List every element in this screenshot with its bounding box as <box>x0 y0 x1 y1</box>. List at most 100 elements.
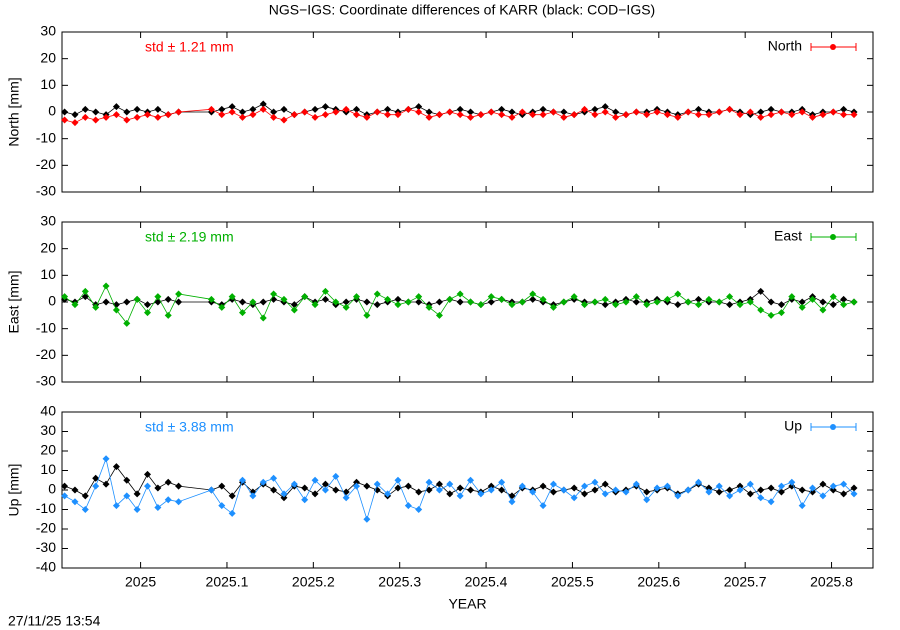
data-point <box>164 496 172 504</box>
y-tick-label: 20 <box>40 239 56 255</box>
data-point <box>373 486 381 494</box>
data-point <box>71 498 79 506</box>
data-point <box>581 301 589 309</box>
data-point <box>850 490 858 498</box>
data-point <box>384 105 392 113</box>
data-point <box>819 298 827 306</box>
data-point <box>715 488 723 496</box>
data-point <box>218 502 226 510</box>
data-point <box>705 111 713 119</box>
data-point <box>102 480 110 488</box>
data-point <box>342 494 350 502</box>
data-point <box>373 290 381 298</box>
x-tick-label: 2025.1 <box>206 574 249 590</box>
data-point <box>726 105 734 113</box>
data-point <box>456 290 464 298</box>
data-point <box>850 111 858 119</box>
data-point <box>456 298 464 306</box>
data-point <box>154 504 162 512</box>
data-point <box>777 309 785 317</box>
data-point <box>601 490 609 498</box>
data-point <box>705 295 713 303</box>
series-line <box>64 465 855 499</box>
data-point <box>529 488 537 496</box>
data-point <box>164 295 172 303</box>
data-point <box>92 108 100 116</box>
y-tick-label: 10 <box>40 266 56 282</box>
data-point <box>581 482 589 490</box>
data-point <box>788 482 796 490</box>
data-point <box>508 113 516 121</box>
data-point <box>695 295 703 303</box>
data-point <box>777 482 785 490</box>
data-point <box>560 486 568 494</box>
data-point <box>415 108 423 116</box>
data-point <box>81 287 89 295</box>
x-tick-label: 2025.7 <box>724 574 767 590</box>
data-point <box>321 486 329 494</box>
data-point <box>290 301 298 309</box>
data-point <box>280 116 288 124</box>
data-point <box>415 298 423 306</box>
data-point <box>705 488 713 496</box>
data-point <box>850 298 858 306</box>
data-point <box>259 478 267 486</box>
data-point <box>363 113 371 121</box>
data-point <box>404 482 412 490</box>
data-point <box>601 108 609 116</box>
legend-label: North <box>768 38 802 54</box>
data-point <box>467 298 475 306</box>
data-point <box>746 298 754 306</box>
data-point <box>71 119 79 127</box>
data-point <box>164 111 172 119</box>
data-point <box>539 105 547 113</box>
data-point <box>363 515 371 523</box>
data-point <box>736 482 744 490</box>
data-point <box>228 293 236 301</box>
data-point <box>249 492 257 500</box>
data-point <box>175 482 183 490</box>
x-tick-label: 2025.8 <box>810 574 853 590</box>
data-point <box>601 480 609 488</box>
y-tick-label: 30 <box>40 422 56 438</box>
timestamp: 27/11/25 13:54 <box>8 613 101 629</box>
data-point <box>622 111 630 119</box>
data-point <box>123 476 131 484</box>
data-point <box>102 298 110 306</box>
data-point <box>218 105 226 113</box>
data-point <box>767 311 775 319</box>
data-point <box>467 108 475 116</box>
data-point <box>81 105 89 113</box>
data-point <box>498 111 506 119</box>
data-point <box>663 111 671 119</box>
data-point <box>829 108 837 116</box>
data-point <box>384 295 392 303</box>
data-point <box>112 103 120 111</box>
data-point <box>695 478 703 486</box>
plot-frame <box>61 411 874 569</box>
data-point <box>840 490 848 498</box>
data-point <box>144 309 152 317</box>
data-point <box>133 506 141 513</box>
data-point <box>112 306 120 314</box>
data-point <box>767 298 775 306</box>
data-point <box>601 295 609 303</box>
data-point <box>570 293 578 301</box>
data-point <box>363 298 371 306</box>
data-point <box>92 303 100 311</box>
data-point <box>529 295 537 303</box>
data-point <box>61 482 69 490</box>
data-point <box>112 111 120 119</box>
data-point <box>829 482 837 490</box>
data-point <box>840 111 848 119</box>
data-point <box>788 293 796 301</box>
data-point <box>353 478 361 486</box>
data-point <box>311 113 319 121</box>
data-point <box>123 319 131 327</box>
data-point <box>61 293 69 301</box>
data-point <box>809 488 817 496</box>
data-point <box>809 295 817 303</box>
data-point <box>798 486 806 494</box>
data-point <box>311 105 319 113</box>
data-point <box>321 287 329 295</box>
